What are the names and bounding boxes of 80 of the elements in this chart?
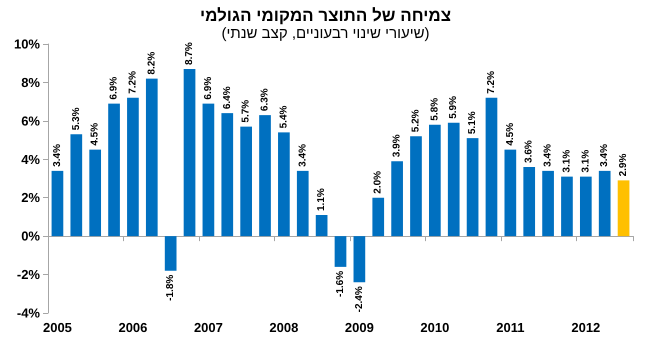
data-label: 2.0% (372, 170, 384, 194)
data-label: 4.5% (504, 122, 516, 146)
bar (70, 134, 82, 236)
y-tick-label: -2% (16, 267, 40, 282)
data-label: 5.8% (429, 98, 440, 121)
data-label: 7.2% (486, 70, 497, 94)
bar (221, 113, 234, 236)
data-label: 4.5% (90, 122, 101, 146)
data-label: 6.9% (108, 76, 120, 100)
data-label: 2.9% (618, 154, 630, 176)
bar (52, 170, 64, 236)
x-tick-label: 2006 (118, 320, 148, 335)
bar (164, 236, 177, 271)
data-label: 5.7% (240, 100, 252, 123)
data-label: 3.9% (392, 134, 403, 158)
bar (523, 166, 536, 236)
bar (410, 136, 422, 236)
data-label: 5.1% (467, 111, 478, 134)
data-label: -2.4% (354, 286, 365, 312)
chart-title: צמיחה של התוצר המקומי הגולמי (200, 6, 452, 25)
data-label: 8.7% (184, 42, 196, 65)
bar (561, 176, 573, 236)
x-tick-label: 2012 (571, 320, 600, 335)
bar (89, 150, 102, 236)
data-label: 3.4% (52, 144, 63, 167)
data-label: 6.4% (222, 86, 233, 110)
x-tick-label: 2009 (344, 320, 374, 335)
y-tick-label: 2% (21, 190, 40, 206)
bar (259, 115, 271, 236)
data-label: 3.4% (599, 144, 610, 167)
data-label: 6.9% (202, 76, 214, 100)
bar (466, 138, 478, 236)
bar (391, 161, 403, 236)
bar (146, 78, 158, 236)
bar (240, 126, 252, 236)
bar (296, 170, 309, 236)
bar (316, 215, 328, 236)
bar (598, 170, 611, 236)
bar (184, 68, 196, 236)
bar (354, 236, 366, 282)
y-tick-label: 6% (21, 113, 40, 128)
bar (580, 176, 592, 236)
data-label: 5.2% (410, 109, 422, 132)
data-label: 1.1% (316, 188, 328, 212)
x-tick-label: 2005 (42, 320, 72, 335)
bar (372, 198, 384, 236)
data-label: 7.2% (127, 70, 138, 94)
bar (202, 104, 214, 236)
data-label: 6.3% (260, 88, 271, 112)
bar (127, 98, 139, 236)
bar (618, 180, 630, 236)
y-tick-label: -4% (16, 306, 40, 320)
bar (486, 98, 498, 236)
data-label: 3.6% (524, 140, 535, 163)
data-label: 3.4% (297, 144, 308, 167)
data-label: 3.4% (542, 144, 554, 167)
bar (448, 122, 460, 236)
x-tick-label: 2010 (420, 320, 450, 335)
y-tick-label: 4% (21, 152, 40, 167)
data-label: -1.8% (165, 274, 176, 301)
bar (504, 150, 516, 236)
data-label: 3.1% (561, 150, 572, 173)
x-tick-label: 2008 (269, 320, 298, 335)
y-tick-label: 0% (21, 228, 40, 244)
chart-subtitle: (שיעורי שינוי רבעוניים, קצב שנתי) (221, 25, 430, 42)
bar (542, 170, 554, 236)
bar (429, 124, 441, 236)
data-label: 5.9% (448, 96, 460, 119)
x-tick-label: 2011 (496, 320, 524, 335)
bar (334, 236, 346, 267)
data-label: 3.1% (580, 150, 592, 173)
y-tick-label: 8% (21, 74, 40, 90)
data-label: 5.3% (70, 107, 82, 130)
bar (278, 132, 290, 236)
bar (108, 104, 120, 236)
x-tick-label: 2007 (194, 320, 223, 335)
data-label: 8.2% (146, 52, 158, 75)
data-label: 5.4% (278, 105, 290, 128)
y-tick-label: 10% (14, 36, 40, 52)
data-label: -1.6% (335, 270, 346, 298)
